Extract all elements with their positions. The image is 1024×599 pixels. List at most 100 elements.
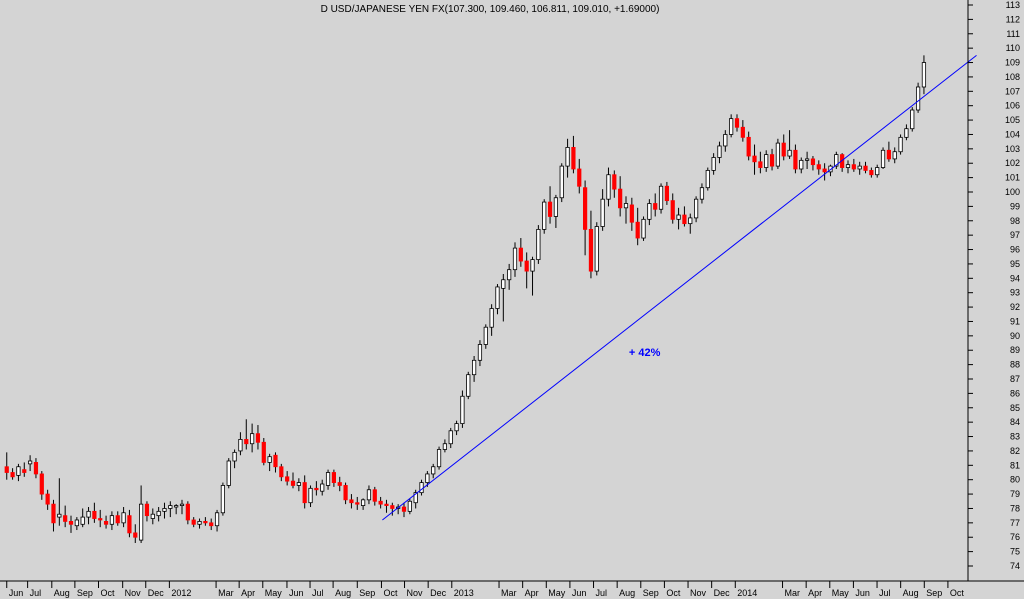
candle-body-down (863, 165, 868, 171)
candle-body-up (86, 510, 91, 518)
candle (448, 427, 453, 449)
y-tick-label: 76 (1010, 532, 1020, 542)
candle (565, 138, 570, 178)
candle-body-down (92, 510, 97, 519)
candle-body-down (746, 136, 751, 157)
candle-body-down (781, 142, 786, 157)
candle (618, 176, 623, 217)
candle-body-up (296, 482, 301, 486)
candle-body-up (472, 359, 477, 376)
candle (349, 494, 354, 509)
y-tick-label: 101 (1005, 173, 1020, 183)
candle (203, 517, 208, 526)
candle (174, 504, 179, 515)
candle (150, 508, 155, 525)
candle (98, 509, 103, 528)
candle (121, 507, 126, 528)
candle (238, 432, 243, 456)
candle-body-up (542, 201, 547, 230)
candle (285, 471, 290, 486)
candle-body-up (483, 326, 488, 345)
candle-body-up (623, 203, 629, 209)
y-tick-label: 102 (1005, 158, 1020, 168)
candle (10, 468, 15, 480)
y-tick-label: 88 (1010, 360, 1020, 370)
candle (857, 161, 862, 175)
candle (16, 463, 21, 482)
candle-body-down (185, 503, 190, 521)
candle-body-up (419, 482, 424, 494)
candle-body-up (139, 503, 144, 541)
candle-body-up (168, 505, 173, 509)
x-tick-label: Sep (643, 588, 659, 598)
annotation-label: + 42% (629, 347, 661, 359)
candle (431, 463, 436, 479)
candle (436, 446, 442, 470)
candle-body-up (904, 128, 909, 138)
candle (197, 518, 202, 529)
candle (740, 120, 745, 142)
candle (86, 507, 91, 525)
candle (875, 164, 880, 178)
candle (214, 509, 220, 532)
candle-body-down (758, 161, 763, 168)
candle-body-up (28, 460, 33, 465)
candle-body-up (442, 443, 447, 450)
candle (764, 150, 769, 172)
y-tick-label: 94 (1010, 273, 1020, 283)
candle-body-up (641, 218, 646, 239)
y-tick-label: 112 (1006, 14, 1020, 24)
candle-body-up (425, 473, 430, 483)
candle-body-down (390, 505, 395, 509)
candle-body-down (612, 174, 617, 190)
candle (454, 420, 459, 436)
y-tick-label: 86 (1010, 388, 1020, 398)
candle-body-up (658, 185, 664, 210)
candle (588, 210, 594, 279)
candle-body-up (507, 269, 512, 281)
x-tick-label: Jun (855, 588, 870, 598)
candle (793, 144, 798, 174)
x-tick-label: Mar (218, 588, 234, 598)
candle-body-down (384, 503, 389, 506)
trendline-group (382, 54, 977, 521)
candles (4, 55, 927, 543)
candle (45, 489, 50, 510)
candle (442, 439, 447, 453)
candle-body-down (629, 204, 634, 223)
candle-body-down (618, 188, 623, 209)
x-tick-label: Aug (619, 588, 635, 598)
candle (688, 213, 693, 234)
candle (653, 193, 658, 217)
candle (361, 498, 366, 510)
y-tick-label: 103 (1005, 144, 1020, 154)
candle (840, 153, 845, 172)
candle-body-up (711, 157, 716, 171)
candle-body-up (179, 503, 185, 506)
candle-body-down (331, 472, 337, 483)
x-tick-label: Jun (572, 588, 587, 598)
x-tick-label: Jun (289, 588, 304, 598)
x-tick-label: Jul (30, 588, 42, 598)
y-axis: 74 75 76 77 78 79 80 81 82 83 84 85 86 87 88 89 90 91 92 93… (967, 0, 1020, 581)
y-tick-label: 100 (1005, 187, 1020, 197)
candle-body-down (518, 247, 523, 262)
x-tick-label: Dec (430, 588, 447, 598)
candle-body-down (793, 149, 798, 170)
candle-body-up (454, 423, 459, 432)
candle (781, 134, 786, 161)
candle (296, 478, 301, 492)
candle-body-up (688, 217, 693, 225)
candle-body-down (68, 521, 74, 525)
candle (571, 135, 576, 174)
candle (255, 425, 261, 450)
candle-body-down (752, 155, 757, 163)
y-tick-label: 91 (1010, 316, 1020, 326)
candle (910, 107, 915, 132)
x-tick-label: Aug (903, 588, 919, 598)
candle-body-up (16, 466, 21, 476)
candle (898, 134, 903, 155)
y-tick-label: 83 (1010, 432, 1020, 442)
x-tick-label: Oct (383, 588, 398, 598)
y-tick-label: 74 (1010, 561, 1020, 571)
